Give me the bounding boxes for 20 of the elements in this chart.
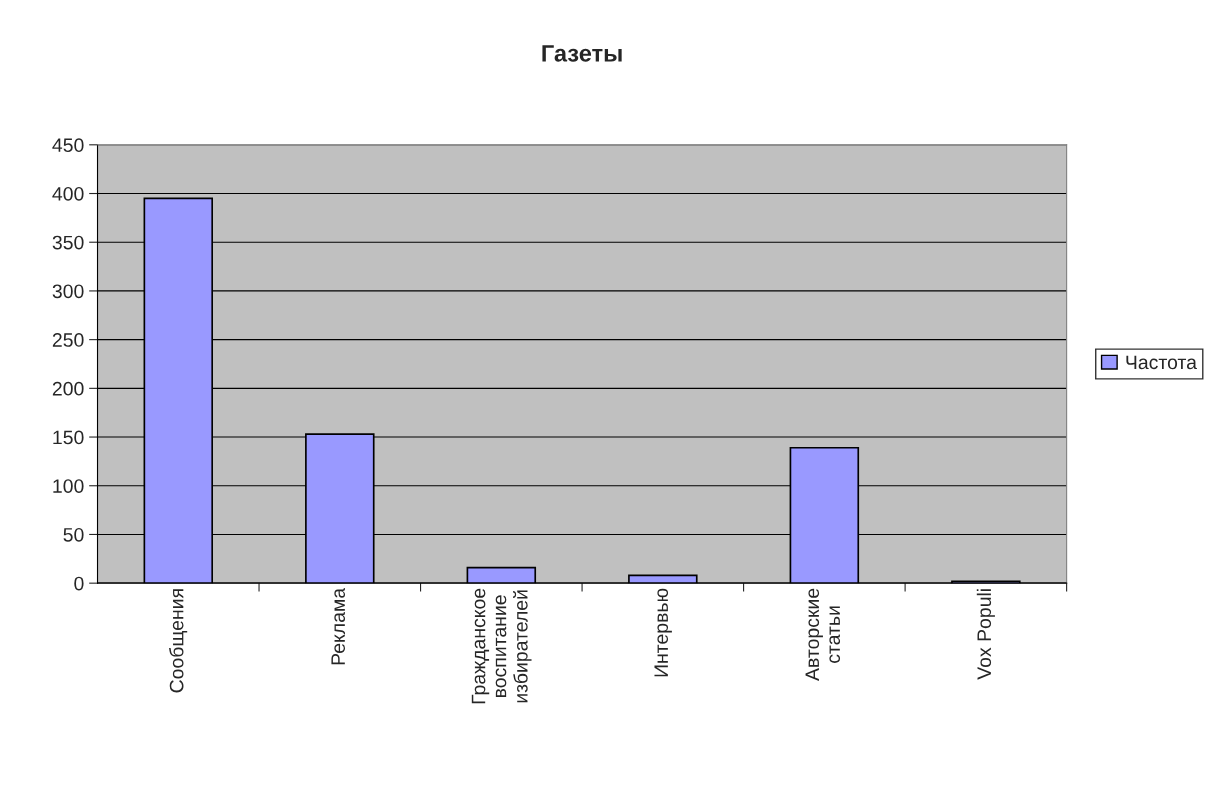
chart-title: Газеты: [542, 45, 622, 62]
y-tick-label: 250: [52, 333, 84, 347]
x-tick-label: Сообщения: [169, 589, 188, 693]
y-tick-label: 400: [52, 186, 84, 201]
bar: [628, 574, 698, 584]
y-tick-label: 150: [53, 430, 84, 445]
y-tick-label: 300: [52, 284, 84, 299]
y-tick-label: 50: [63, 527, 84, 542]
x-tick-label: Vox Populi: [976, 589, 995, 680]
y-tick-label: 100: [53, 479, 84, 493]
x-tick-label: Интервью: [654, 588, 672, 677]
y-tick-label: 450: [52, 138, 84, 153]
x-tick-label: Гражданское воспитание избирателей: [471, 588, 532, 704]
y-tick-label: 0: [74, 576, 84, 591]
bar: [466, 566, 537, 584]
x-tick-label: Авторские статьи: [805, 588, 841, 681]
y-tick-label: 200: [52, 381, 84, 396]
legend-label: Частота: [1126, 355, 1197, 370]
y-tick-label: 350: [52, 235, 84, 250]
x-tick-label: Реклама: [331, 587, 346, 665]
